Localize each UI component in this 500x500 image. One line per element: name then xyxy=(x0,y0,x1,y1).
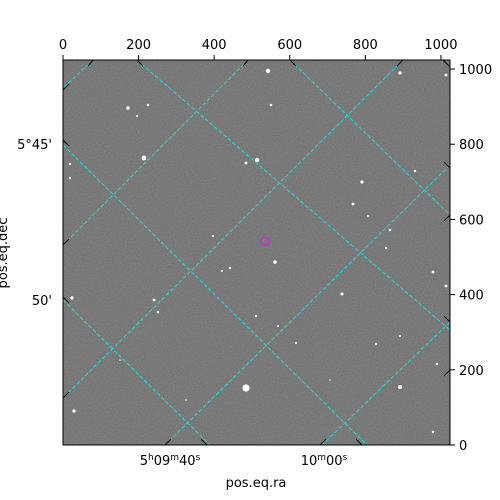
grid-line xyxy=(321,321,450,445)
star xyxy=(444,284,448,288)
dec-tick-label-1: 5°45' xyxy=(17,138,52,153)
star xyxy=(277,325,279,327)
star xyxy=(399,335,401,337)
x-pixel-tick-label: 800 xyxy=(353,38,378,53)
right-pixel-ticks: 0 200 400 600 800 1000 xyxy=(450,63,492,454)
dec-tick-label-2: 50' xyxy=(32,294,52,309)
star xyxy=(295,342,297,344)
target-marker xyxy=(260,236,270,246)
star xyxy=(212,235,214,237)
star xyxy=(221,270,223,272)
star-field xyxy=(68,68,448,434)
grid-line xyxy=(63,144,368,445)
star xyxy=(265,68,271,74)
star xyxy=(254,314,258,318)
star xyxy=(367,215,369,217)
y-pixel-tick-label: 600 xyxy=(459,213,484,228)
star xyxy=(228,266,232,270)
star xyxy=(444,73,448,77)
x-pixel-tick-label: 0 xyxy=(59,38,67,53)
star xyxy=(156,310,160,314)
star xyxy=(384,246,388,250)
star xyxy=(273,260,277,264)
x-pixel-tick-label: 600 xyxy=(277,38,302,53)
star xyxy=(351,202,355,206)
star xyxy=(141,155,147,161)
plot-frame xyxy=(62,59,451,446)
star xyxy=(431,430,435,434)
top-pixel-ticks: 0 200 400 600 800 1000 xyxy=(59,38,457,60)
star xyxy=(242,384,250,392)
star xyxy=(413,169,417,173)
star xyxy=(388,228,392,232)
grid-line xyxy=(63,60,249,246)
y-pixel-tick-label: 1000 xyxy=(459,63,492,78)
y-pixel-tick-label: 800 xyxy=(459,138,484,153)
sky-noise xyxy=(63,60,450,445)
ra-tick-label-2: 10m00s xyxy=(301,453,348,469)
star xyxy=(435,362,439,366)
x-pixel-tick-label: 1000 xyxy=(424,38,457,53)
coordinate-grid xyxy=(63,60,450,445)
x-pixel-tick-label: 200 xyxy=(126,38,151,53)
y-pixel-tick-label: 200 xyxy=(459,364,484,379)
star xyxy=(68,162,72,166)
y-axis-title: pos.eq.dec xyxy=(0,218,11,289)
star xyxy=(119,359,121,361)
ra-tick-label-1: 5h09m40s xyxy=(140,453,201,469)
x-pixel-tick-label: 400 xyxy=(202,38,227,53)
grid-line xyxy=(289,60,450,216)
star xyxy=(152,298,156,302)
star xyxy=(269,103,273,107)
star xyxy=(329,379,331,381)
star xyxy=(136,115,138,117)
star xyxy=(398,71,402,75)
star xyxy=(185,399,187,401)
star xyxy=(431,270,435,274)
sky-image xyxy=(63,60,450,445)
star xyxy=(68,176,72,180)
y-pixel-tick-label: 400 xyxy=(459,289,484,304)
grid-line xyxy=(136,60,450,331)
world-tick-marks xyxy=(62,59,451,446)
grid-line xyxy=(63,299,211,445)
star xyxy=(72,409,76,413)
star xyxy=(244,161,248,165)
grid-line xyxy=(164,164,450,445)
star xyxy=(374,342,378,346)
star xyxy=(340,292,344,296)
star xyxy=(146,103,150,107)
star xyxy=(360,180,364,184)
star xyxy=(254,157,260,163)
grid-line xyxy=(63,60,94,89)
grid-line xyxy=(63,60,404,399)
x-axis-title: pos.eq.ra xyxy=(226,476,287,491)
star xyxy=(70,296,74,300)
y-pixel-tick-label: 0 xyxy=(459,439,467,454)
star xyxy=(126,106,130,110)
star xyxy=(398,385,402,389)
